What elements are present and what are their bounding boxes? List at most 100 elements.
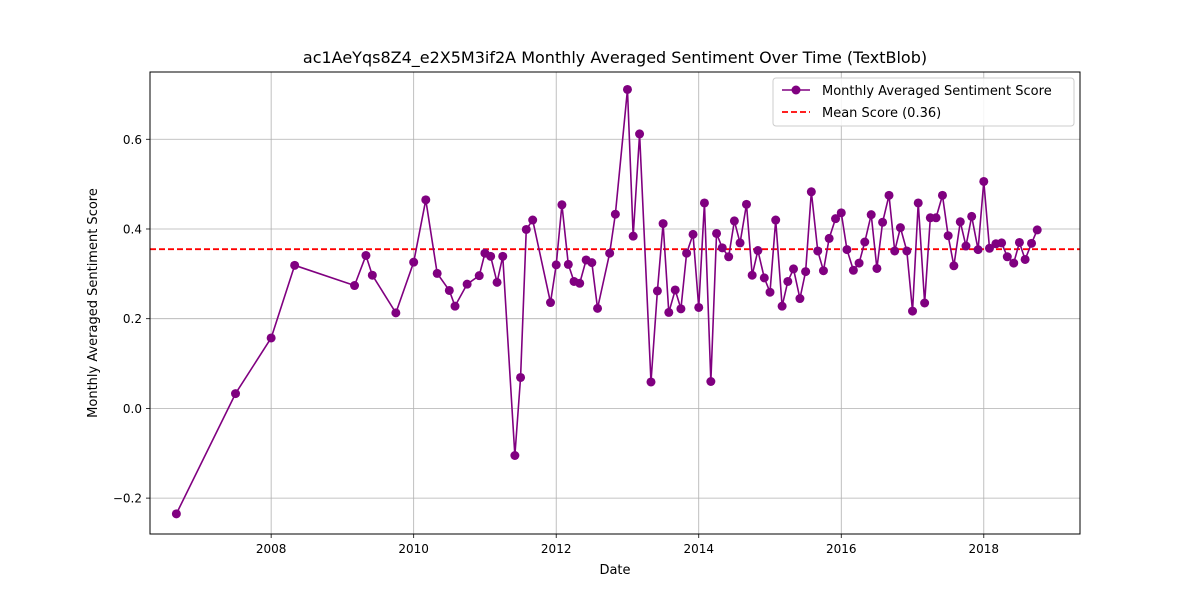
data-point — [498, 251, 508, 261]
data-point — [391, 308, 401, 318]
data-point — [628, 231, 638, 241]
data-point — [884, 190, 894, 200]
y-tick-label: 0.0 — [123, 402, 142, 416]
data-point — [717, 243, 727, 253]
data-point — [920, 298, 930, 308]
data-point — [516, 372, 526, 382]
data-point — [670, 285, 680, 295]
data-point — [171, 509, 181, 519]
x-tick-label: 2018 — [969, 542, 1000, 556]
data-point — [1014, 237, 1024, 247]
data-point — [409, 257, 419, 267]
plot-frame — [149, 71, 1081, 535]
data-point — [610, 209, 620, 219]
data-point — [546, 298, 556, 308]
data-point — [813, 246, 823, 256]
data-point — [806, 187, 816, 197]
data-point — [902, 246, 912, 256]
data-point — [979, 176, 989, 186]
data-point — [783, 276, 793, 286]
data-point — [860, 237, 870, 247]
data-point — [765, 287, 775, 297]
data-point — [421, 195, 431, 205]
x-axis-label: Date — [599, 563, 630, 578]
data-point — [741, 199, 751, 209]
data-point — [747, 270, 757, 280]
data-point — [682, 248, 692, 258]
data-point — [575, 278, 585, 288]
data-point — [1027, 238, 1037, 248]
legend: Monthly Averaged Sentiment Score Mean Sc… — [772, 77, 1075, 127]
data-point — [753, 246, 763, 256]
x-tick-label: 2016 — [826, 542, 857, 556]
data-point — [528, 215, 538, 225]
data-point — [635, 129, 645, 139]
data-point — [831, 214, 841, 224]
data-point — [450, 301, 460, 311]
data-point — [818, 266, 828, 276]
data-point — [997, 238, 1007, 248]
data-point — [1009, 258, 1019, 268]
data-point — [908, 306, 918, 316]
data-point — [646, 377, 656, 387]
series-layer — [171, 84, 1042, 519]
y-tick-label: −0.2 — [113, 492, 142, 506]
x-tick-label: 2008 — [256, 542, 287, 556]
data-point — [1020, 254, 1030, 264]
y-tick-label: 0.4 — [123, 222, 142, 236]
data-point — [759, 273, 769, 283]
data-point — [931, 213, 941, 223]
data-point — [729, 216, 739, 226]
data-point — [824, 233, 834, 243]
data-point — [652, 286, 662, 296]
data-point — [801, 267, 811, 277]
data-point — [290, 260, 300, 270]
data-point — [795, 294, 805, 304]
data-point — [789, 264, 799, 274]
data-point — [712, 228, 722, 238]
data-point — [361, 250, 371, 260]
data-point — [563, 259, 573, 269]
data-point — [658, 219, 668, 229]
data-point — [973, 245, 983, 255]
data-point — [1002, 252, 1012, 262]
legend-box — [772, 77, 1075, 127]
data-point — [943, 231, 953, 241]
data-point — [878, 217, 888, 227]
legend-label-mean: Mean Score (0.36) — [822, 106, 941, 121]
data-point — [694, 302, 704, 312]
data-point — [557, 200, 567, 210]
x-axis-ticks: 2008 2010 2012 2014 2016 2018 — [256, 534, 999, 556]
data-point — [521, 224, 531, 234]
data-point — [699, 198, 709, 208]
data-point — [367, 270, 377, 280]
data-point — [1032, 225, 1042, 235]
data-point — [872, 263, 882, 273]
data-point — [955, 217, 965, 227]
data-point — [688, 229, 698, 239]
data-point — [266, 333, 276, 343]
legend-marker-series — [791, 85, 801, 95]
data-point — [967, 211, 977, 221]
data-point — [587, 258, 597, 268]
data-point — [622, 84, 632, 94]
data-point — [474, 271, 484, 281]
x-tick-label: 2014 — [683, 542, 714, 556]
legend-label-series: Monthly Averaged Sentiment Score — [822, 84, 1052, 99]
data-point — [937, 190, 947, 200]
x-tick-label: 2010 — [398, 542, 429, 556]
chart-title: ac1AeYqs8Z4_e2X5M3if2A Monthly Averaged … — [303, 48, 927, 68]
data-point — [593, 303, 603, 313]
data-point — [462, 279, 472, 289]
data-point — [605, 248, 615, 258]
data-point — [949, 261, 959, 271]
y-axis-ticks: −0.2 0.0 0.2 0.4 0.6 — [113, 133, 150, 506]
data-point — [676, 304, 686, 314]
y-tick-label: 0.2 — [123, 312, 142, 326]
data-point — [510, 451, 520, 460]
data-point — [771, 215, 781, 225]
data-point — [836, 208, 846, 218]
data-point — [854, 258, 864, 268]
data-point — [231, 389, 241, 399]
